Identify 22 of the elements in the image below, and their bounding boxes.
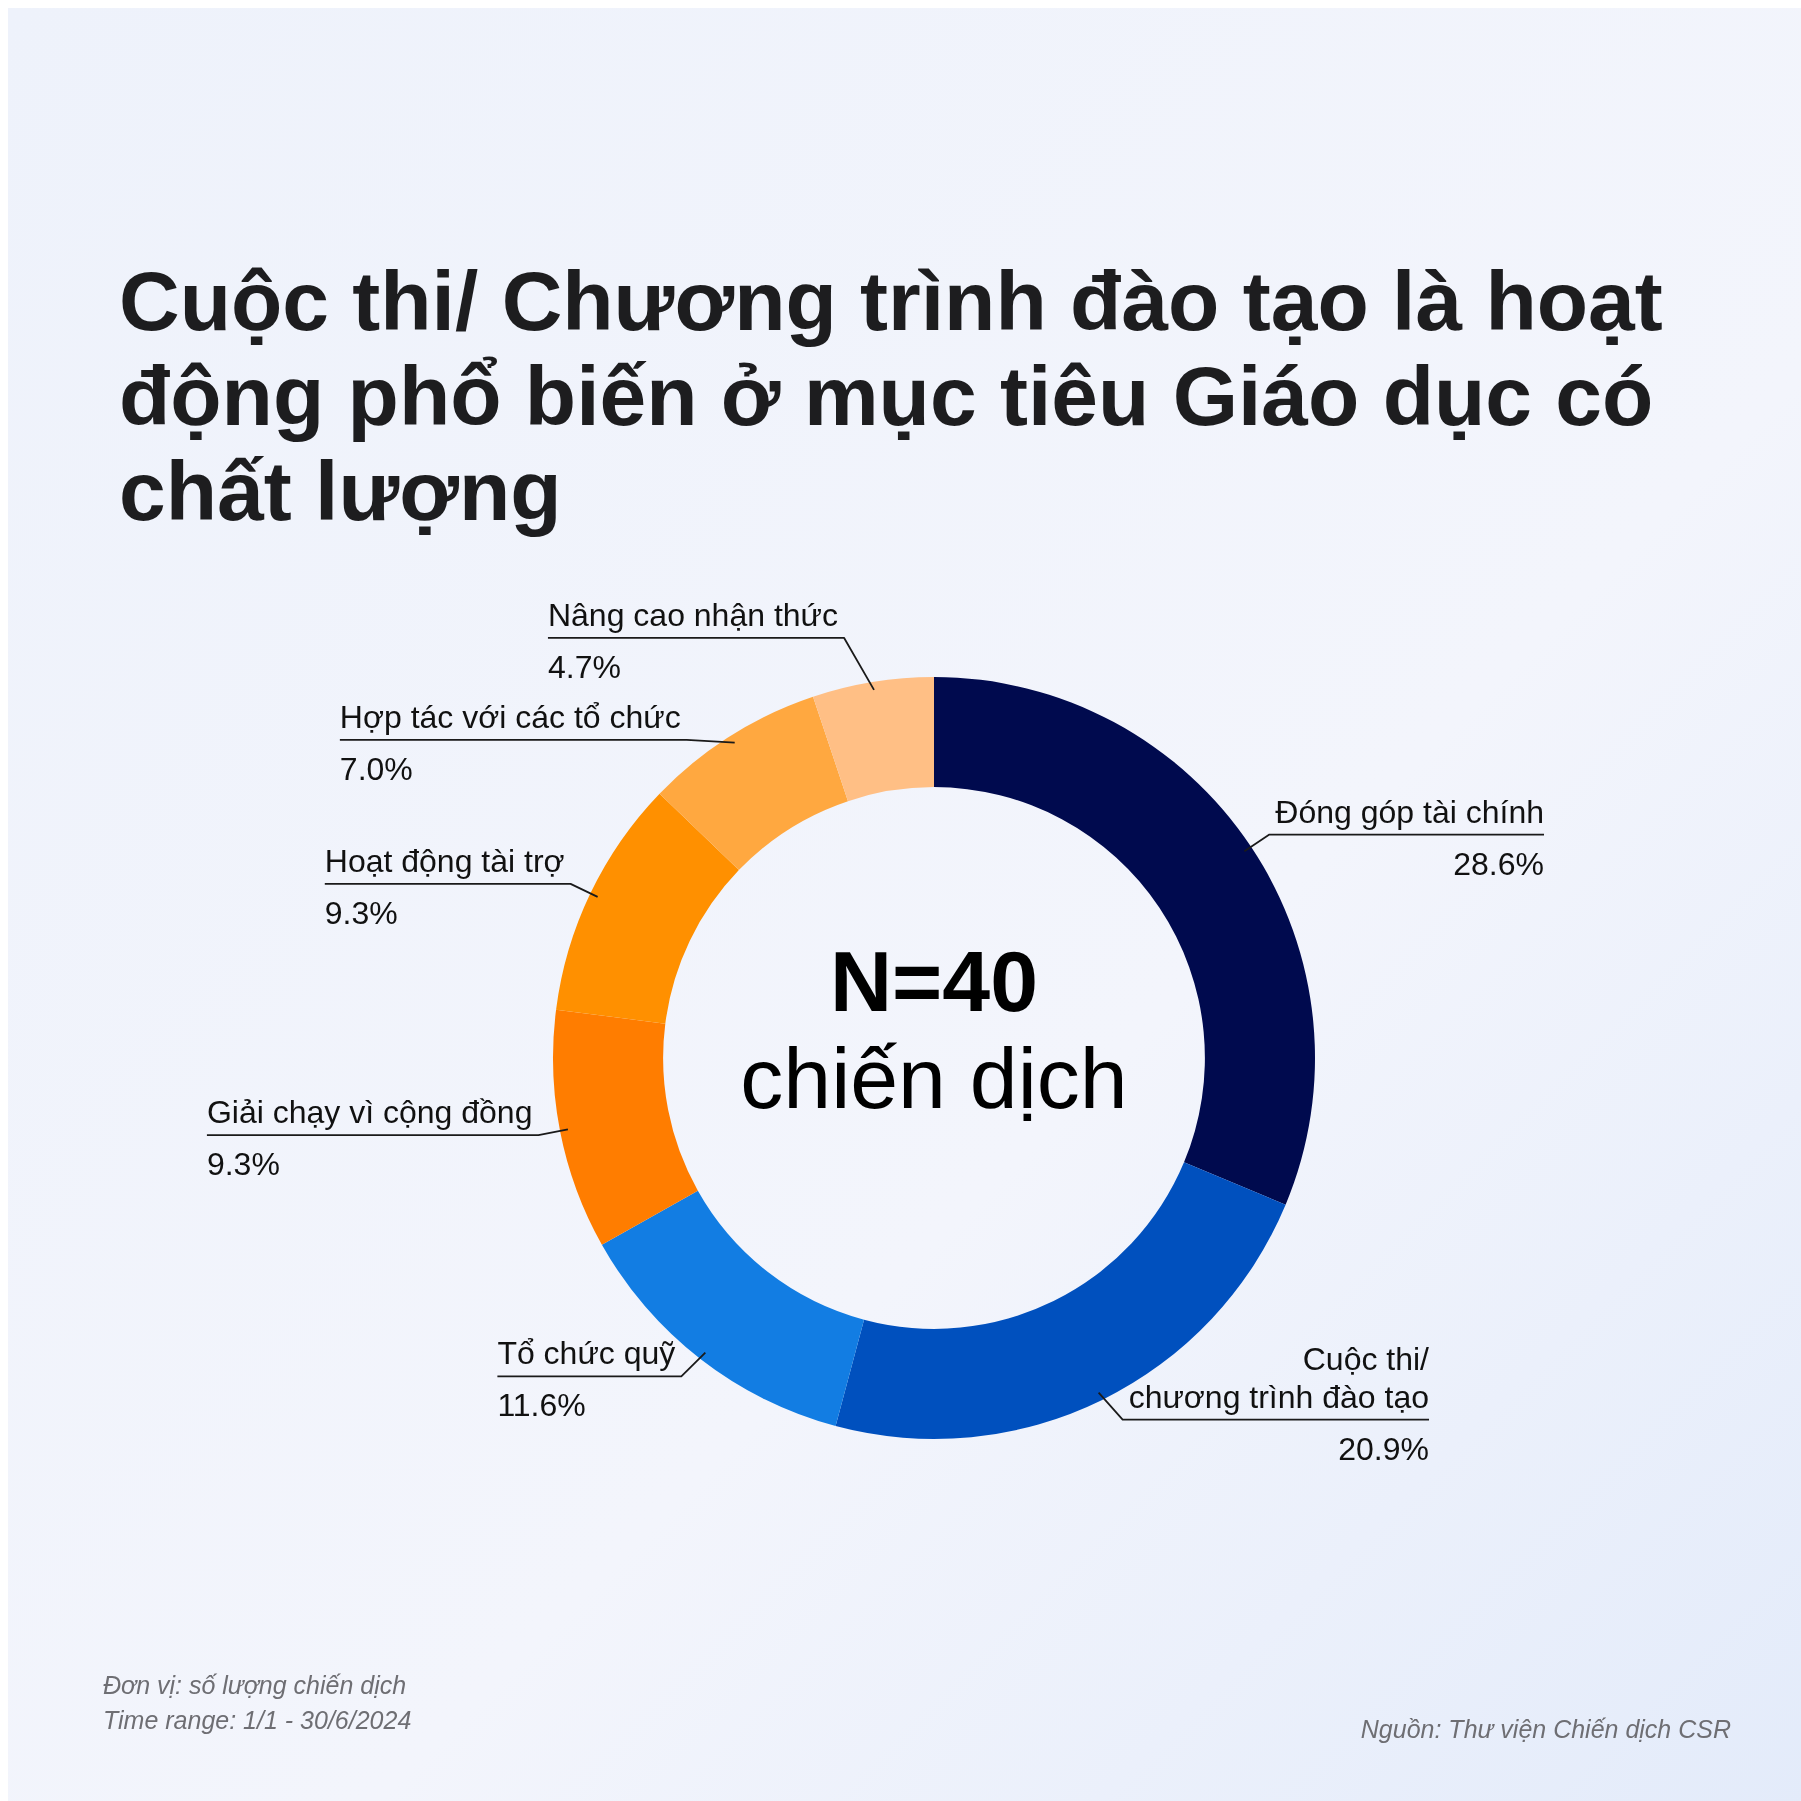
data-label: 11.6% bbox=[497, 1387, 586, 1424]
slice-label: Giải chạy vì cộng đồng bbox=[206, 1094, 533, 1131]
data-label: 9.3% bbox=[206, 1146, 280, 1183]
donut-slice bbox=[813, 677, 934, 802]
text: Time range: 1/1 - 30/6/2024 bbox=[103, 1706, 412, 1734]
slice-label: Hoạt động tài trợ bbox=[324, 842, 565, 879]
slice-label: Tổ chức quỹ bbox=[497, 1335, 676, 1372]
text: Nguồn: Thư viện Chiến dịch CSR bbox=[1360, 1715, 1731, 1743]
chart-title: Cuộc thi/ Chương trình đào tạo là hoạt động phổ biến ở mục tiêu Giáo dục có chất lượng bbox=[119, 254, 1663, 538]
text: chiến dịch bbox=[740, 1030, 1128, 1126]
data-label: 20.9% bbox=[1338, 1430, 1430, 1467]
slice-label: Cuộc thi/ chương trình đào tạo bbox=[1128, 1340, 1430, 1415]
data-label: 28.6% bbox=[1453, 845, 1545, 882]
slice-label: Đóng góp tài chính bbox=[1275, 793, 1545, 830]
data-label: 9.3% bbox=[324, 894, 398, 931]
data-label: 7.0% bbox=[339, 750, 413, 787]
slice-label: Hợp tác với các tổ chức bbox=[339, 698, 681, 735]
text: N=40 bbox=[830, 933, 1038, 1029]
slice-label: Nâng cao nhận thức bbox=[547, 596, 838, 633]
data-label: 4.7% bbox=[547, 648, 621, 685]
text: Đơn vị: số lượng chiến dịch bbox=[103, 1671, 407, 1699]
donut-slice bbox=[553, 1009, 698, 1245]
